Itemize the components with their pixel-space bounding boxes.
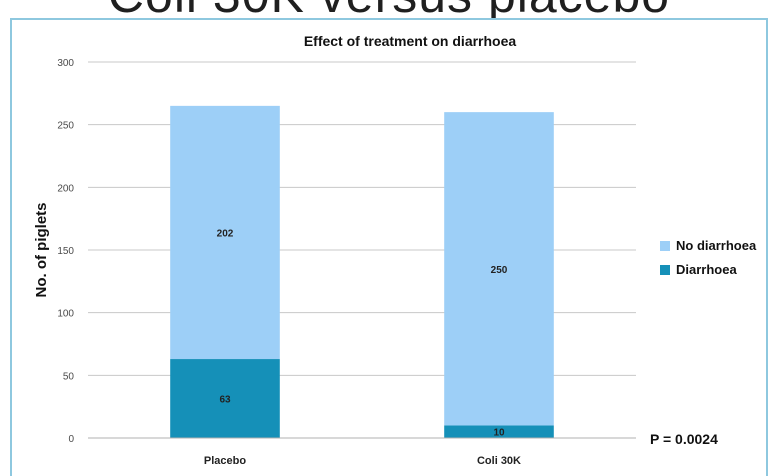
bar-segment-diarrhoea-0 [170,359,280,438]
legend: No diarrhoea Diarrhoea [660,238,757,277]
data-label: 10 [493,428,505,439]
legend-swatch [660,241,670,251]
bar-segment-no-diarrhoea-1 [444,112,554,426]
legend-label: Diarrhoea [676,262,737,277]
data-label: 63 [219,395,231,406]
p-value-annotation: P = 0.0024 [650,431,718,447]
y-tick-label: 0 [68,434,74,445]
y-tick-label: 200 [57,183,74,194]
data-label: 202 [217,228,234,239]
y-tick-label: 150 [57,246,74,257]
y-tick-label: 300 [57,58,74,69]
legend-label: No diarrhoea [676,238,757,253]
chart-title: Effect of treatment on diarrhoea [304,33,517,49]
slide-heading: Coli 30K versus placebo [0,0,778,20]
category-label: Coli 30K [477,455,521,467]
y-tick-label: 100 [57,309,74,320]
data-labels: 63 202 10 250 [217,228,508,438]
y-tick-label: 250 [57,121,74,132]
chart-frame [10,18,768,476]
data-label: 250 [491,265,508,276]
y-tick-label: 50 [63,371,75,382]
legend-swatch [660,265,670,275]
bar-segment-no-diarrhoea-0 [170,105,280,360]
bars [170,105,554,438]
y-axis-label: No. of piglets [33,203,50,298]
category-label: Placebo [204,455,246,467]
bar-segment-diarrhoea-1 [444,425,554,438]
y-tick-labels: 0 50 100 150 200 250 300 [57,58,74,445]
category-labels: Placebo Coli 30K [204,455,521,467]
